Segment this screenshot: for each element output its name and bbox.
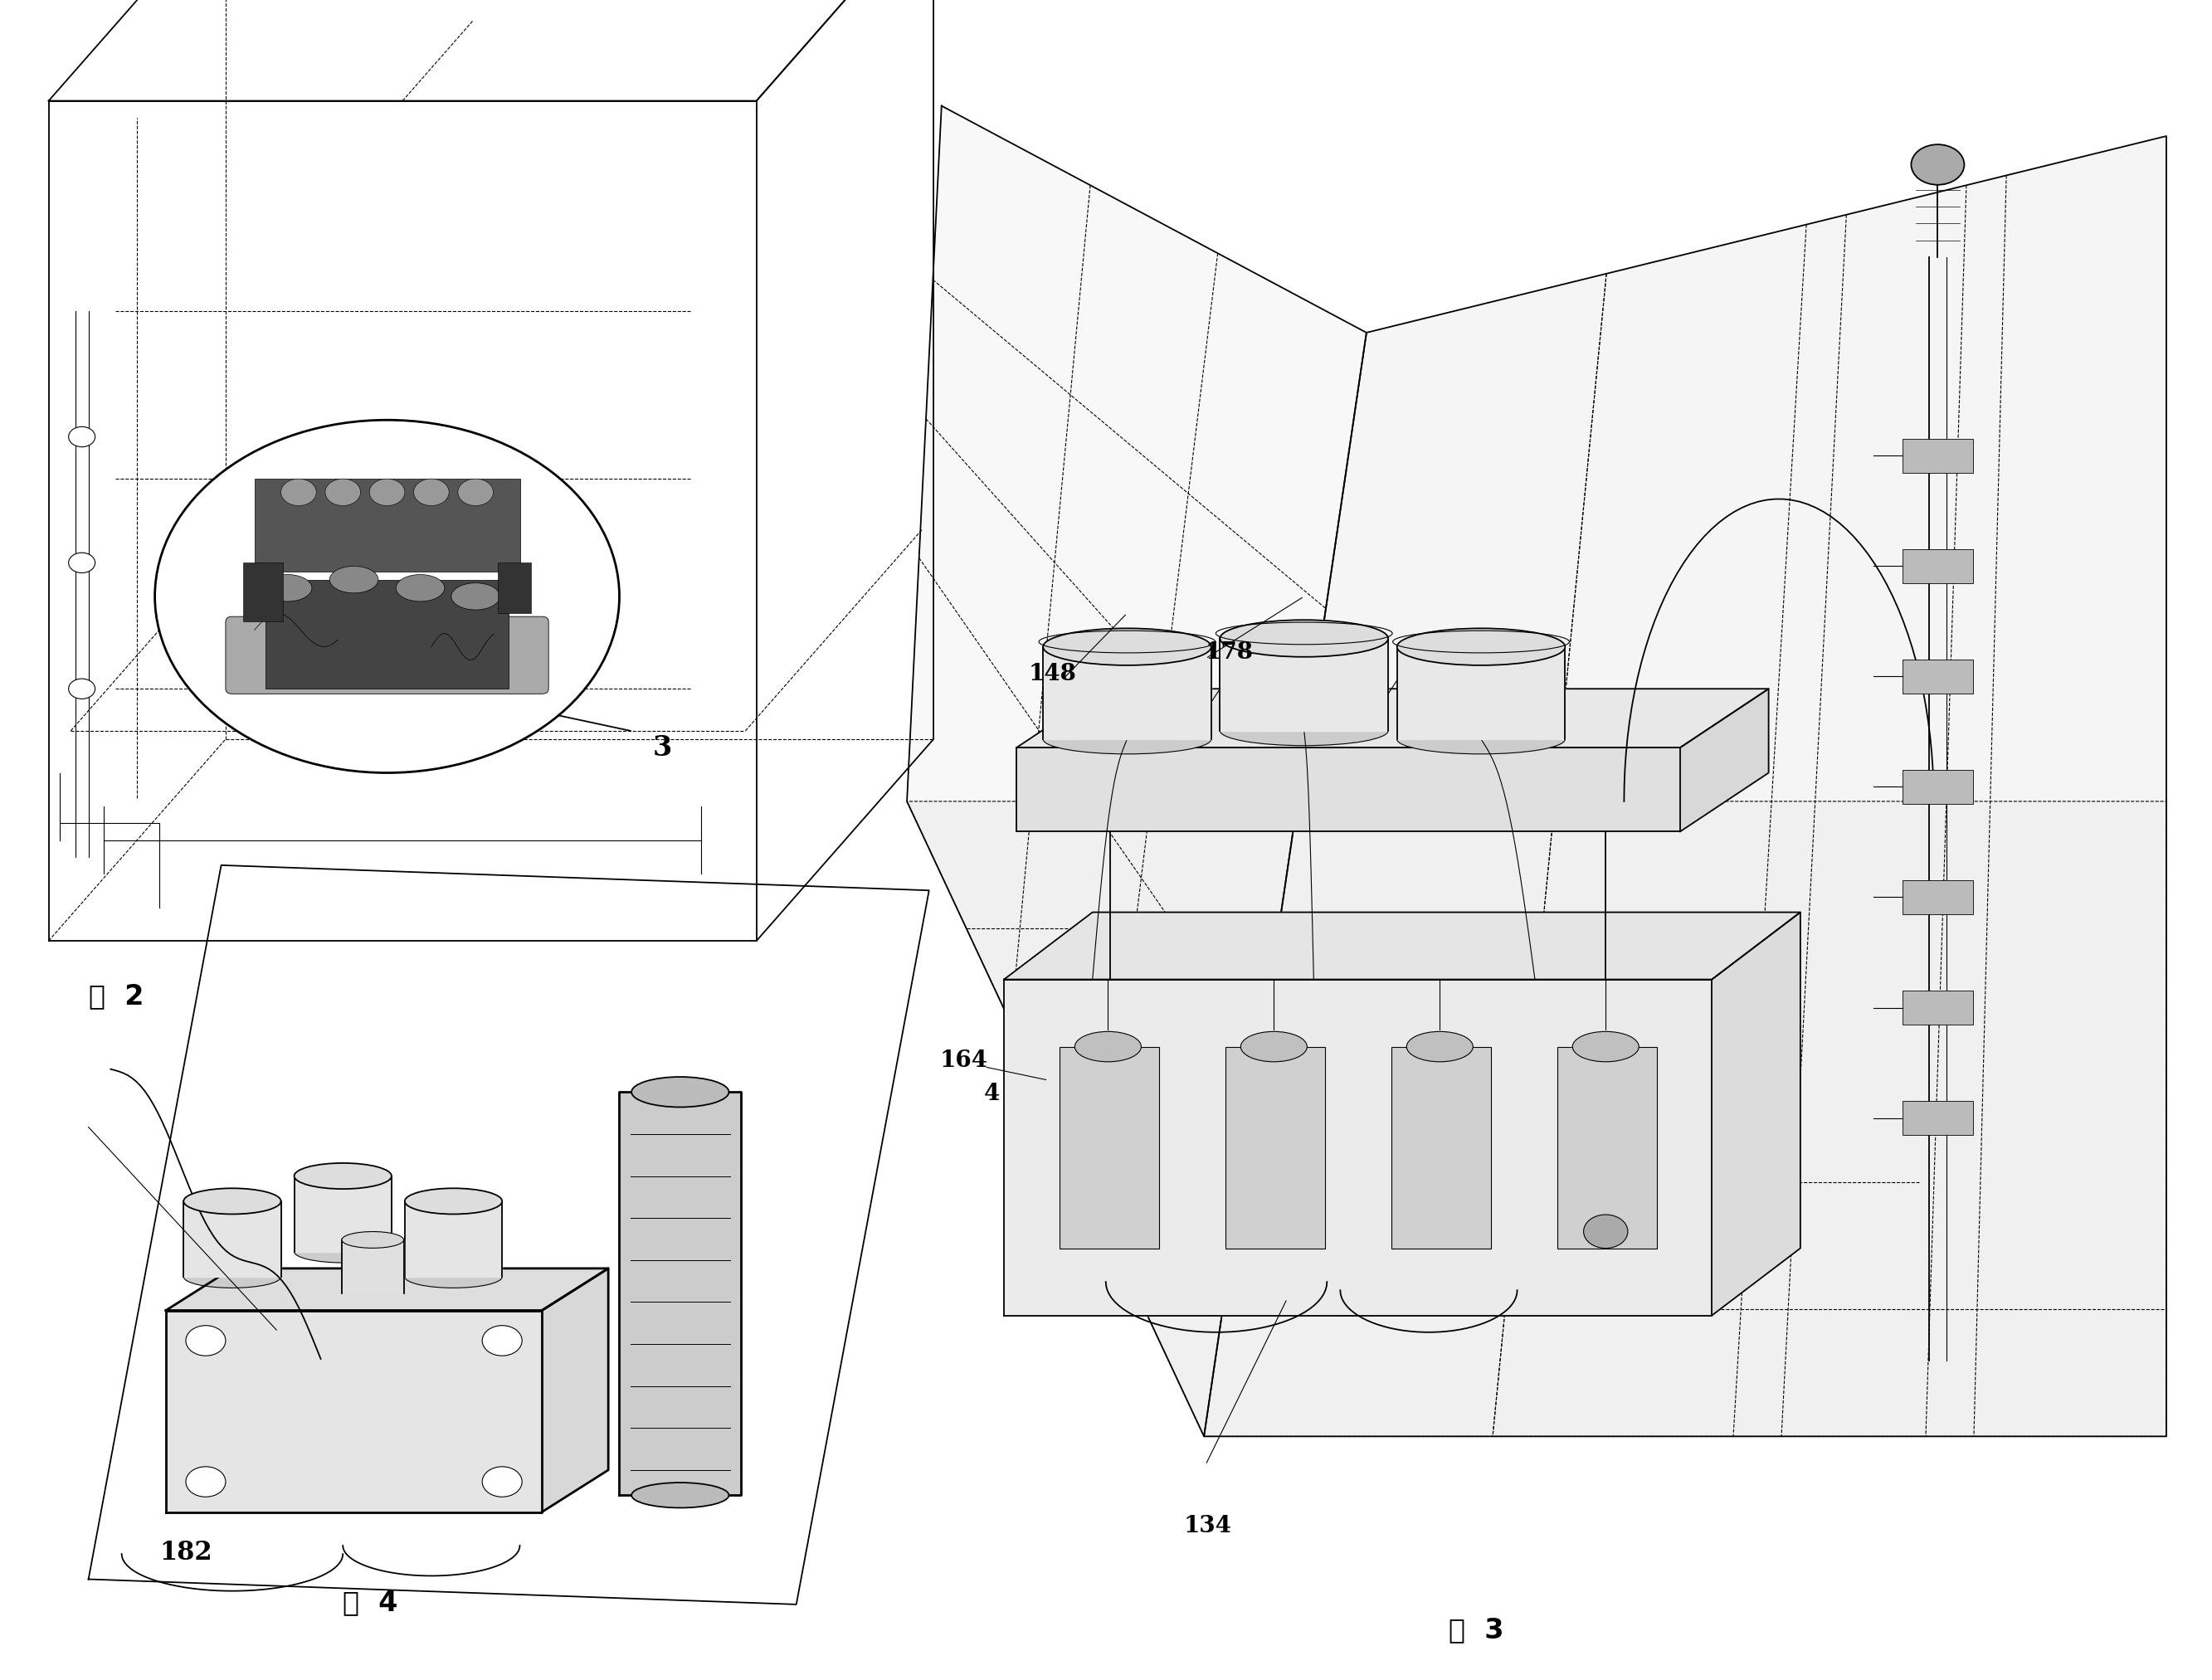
Text: 3: 3 bbox=[653, 734, 672, 761]
Polygon shape bbox=[1044, 647, 1212, 739]
Polygon shape bbox=[1004, 979, 1712, 1315]
Ellipse shape bbox=[1221, 716, 1389, 746]
Polygon shape bbox=[1004, 912, 1801, 979]
Ellipse shape bbox=[294, 1240, 392, 1263]
Bar bbox=[1902, 438, 1973, 472]
Ellipse shape bbox=[405, 1188, 502, 1215]
Circle shape bbox=[325, 479, 361, 506]
Ellipse shape bbox=[1044, 724, 1212, 754]
Polygon shape bbox=[294, 1176, 392, 1252]
Bar bbox=[243, 563, 283, 622]
Bar bbox=[1902, 769, 1973, 803]
Ellipse shape bbox=[263, 575, 312, 601]
Bar bbox=[1902, 880, 1973, 914]
Polygon shape bbox=[184, 1201, 281, 1277]
Polygon shape bbox=[1681, 689, 1770, 832]
Polygon shape bbox=[405, 1201, 502, 1277]
Text: 164: 164 bbox=[940, 1050, 989, 1072]
Ellipse shape bbox=[1075, 1032, 1141, 1062]
Ellipse shape bbox=[1398, 628, 1566, 665]
Bar bbox=[1557, 1047, 1657, 1248]
Text: 148: 148 bbox=[1029, 664, 1077, 685]
Polygon shape bbox=[619, 1092, 741, 1495]
Polygon shape bbox=[1018, 689, 1770, 748]
Polygon shape bbox=[1712, 912, 1801, 1315]
Text: 图  3: 图 3 bbox=[1449, 1616, 1504, 1643]
Ellipse shape bbox=[633, 1077, 730, 1107]
Bar bbox=[1902, 549, 1973, 583]
Ellipse shape bbox=[451, 583, 500, 610]
Polygon shape bbox=[542, 1268, 608, 1512]
Polygon shape bbox=[1018, 748, 1681, 832]
Ellipse shape bbox=[1398, 724, 1566, 754]
Ellipse shape bbox=[184, 1188, 281, 1215]
Ellipse shape bbox=[405, 1265, 502, 1289]
Circle shape bbox=[482, 1326, 522, 1356]
Ellipse shape bbox=[633, 1482, 730, 1509]
Polygon shape bbox=[166, 1268, 608, 1310]
Circle shape bbox=[369, 479, 405, 506]
Ellipse shape bbox=[396, 575, 445, 601]
Polygon shape bbox=[166, 1310, 542, 1512]
Circle shape bbox=[186, 1467, 226, 1497]
Ellipse shape bbox=[1573, 1032, 1639, 1062]
Text: 图  4: 图 4 bbox=[343, 1589, 398, 1616]
FancyBboxPatch shape bbox=[226, 617, 549, 694]
Bar bbox=[498, 563, 531, 613]
Bar bbox=[1902, 991, 1973, 1025]
Ellipse shape bbox=[343, 1231, 405, 1248]
Ellipse shape bbox=[294, 1163, 392, 1189]
Bar bbox=[1902, 660, 1973, 694]
Polygon shape bbox=[1203, 136, 2166, 1436]
Ellipse shape bbox=[1407, 1032, 1473, 1062]
Circle shape bbox=[458, 479, 493, 506]
Circle shape bbox=[281, 479, 316, 506]
Circle shape bbox=[69, 427, 95, 447]
Bar bbox=[1225, 1047, 1325, 1248]
Ellipse shape bbox=[1044, 628, 1212, 665]
Polygon shape bbox=[1221, 638, 1389, 731]
Polygon shape bbox=[1398, 647, 1566, 739]
Bar bbox=[1902, 1100, 1973, 1134]
Circle shape bbox=[1911, 144, 1964, 185]
Bar bbox=[1060, 1047, 1159, 1248]
Polygon shape bbox=[907, 801, 2166, 1436]
Circle shape bbox=[69, 679, 95, 699]
Ellipse shape bbox=[1221, 620, 1389, 657]
Bar bbox=[1391, 1047, 1491, 1248]
Ellipse shape bbox=[1241, 1032, 1307, 1062]
Circle shape bbox=[186, 1326, 226, 1356]
Ellipse shape bbox=[184, 1265, 281, 1289]
Circle shape bbox=[482, 1467, 522, 1497]
Circle shape bbox=[1584, 1215, 1628, 1248]
Text: 178: 178 bbox=[1206, 642, 1254, 664]
Text: 182: 182 bbox=[159, 1541, 212, 1566]
Text: 4: 4 bbox=[984, 1084, 1000, 1105]
Bar bbox=[265, 580, 509, 689]
Polygon shape bbox=[907, 106, 1367, 1436]
Text: 图  2: 图 2 bbox=[88, 983, 144, 1010]
Circle shape bbox=[155, 420, 619, 773]
Text: 134: 134 bbox=[1183, 1515, 1232, 1537]
Circle shape bbox=[69, 553, 95, 573]
Bar bbox=[254, 479, 520, 571]
Ellipse shape bbox=[330, 566, 378, 593]
Polygon shape bbox=[343, 1240, 405, 1294]
Circle shape bbox=[414, 479, 449, 506]
